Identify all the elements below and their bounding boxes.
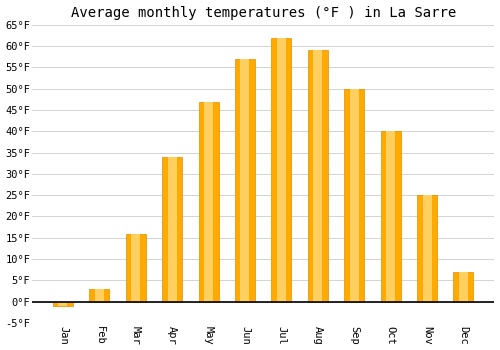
Bar (344, 89, 364, 302)
Bar (308, 50, 328, 302)
Bar (58, 302, 68, 306)
Bar (380, 131, 400, 302)
Bar (314, 50, 322, 302)
Bar (386, 131, 395, 302)
Bar (53, 302, 73, 306)
Bar (95, 289, 104, 302)
Bar (204, 102, 213, 302)
Bar (240, 59, 250, 302)
Bar (350, 89, 358, 302)
Bar (132, 233, 140, 302)
Bar (126, 233, 146, 302)
Bar (417, 195, 437, 302)
Bar (277, 38, 286, 302)
Bar (459, 272, 468, 302)
Bar (235, 59, 255, 302)
Bar (162, 157, 182, 302)
Bar (198, 102, 218, 302)
Bar (454, 272, 473, 302)
Bar (422, 195, 432, 302)
Bar (272, 38, 291, 302)
Title: Average monthly temperatures (°F ) in La Sarre: Average monthly temperatures (°F ) in La… (70, 6, 456, 20)
Bar (90, 289, 110, 302)
Bar (168, 157, 176, 302)
